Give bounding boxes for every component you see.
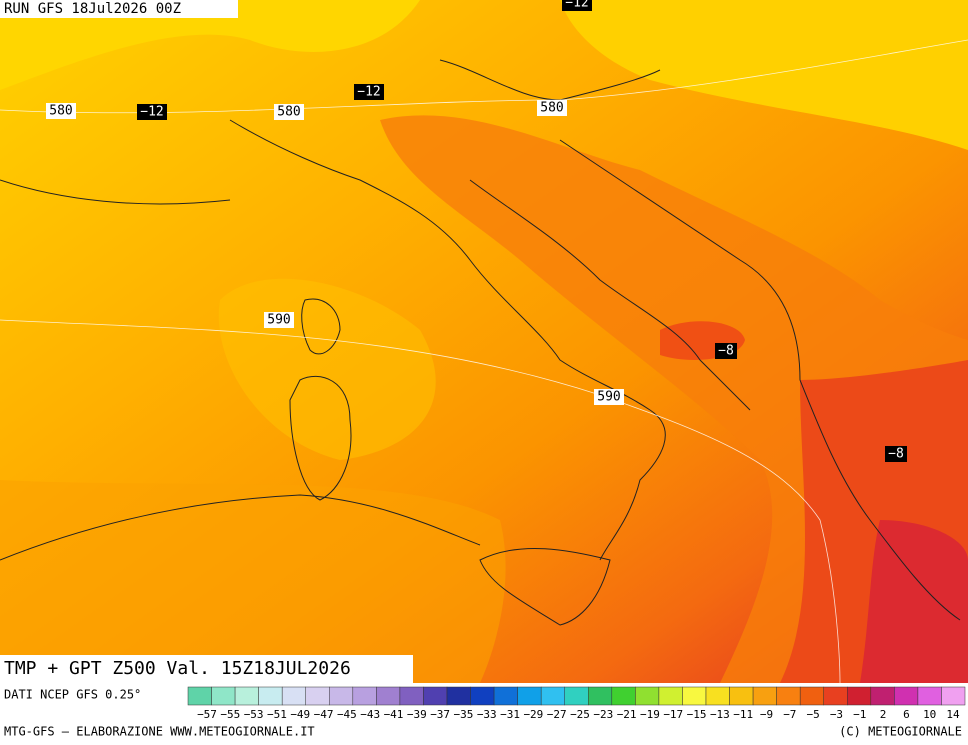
source-label: DATI NCEP GFS 0.25° [4,688,141,702]
color-swatch [493,686,518,706]
color-swatch [517,686,542,706]
colorbar-label: −1 [853,708,866,721]
colorbar-label: 2 [880,708,887,721]
colorbar-label: −9 [760,708,773,721]
contour-label: −12 [565,0,588,11]
contour-label: −8 [718,344,734,359]
contour-label-box [46,103,76,119]
color-swatch [799,686,824,706]
contour-label: 590 [597,390,620,405]
footer-left: MTG-GFS – ELABORAZIONE WWW.METEOGIORNALE… [4,725,315,739]
contour-label: −8 [888,447,904,462]
contour-label-box [354,84,384,100]
color-swatch [423,686,448,706]
colorbar-label: −23 [593,708,613,721]
color-swatch [776,686,801,706]
colorbar-label: −15 [687,708,707,721]
color-swatch [564,686,589,706]
colorbar-label: −25 [570,708,590,721]
colorbar-label: −55 [220,708,240,721]
color-swatch [705,686,730,706]
color-swatch [870,686,895,706]
colorbar: −57 −55 −53 −51 −49 −47 −45 −43 −41 −39 −37 −35 −33−… [187,686,966,721]
contour-label-box [264,312,294,328]
color-swatch [917,686,942,706]
colorbar-label: −21 [617,708,637,721]
color-swatch [894,686,919,706]
contour-label: −12 [140,105,163,120]
coastlines [0,59,961,626]
colorbar-label: −33 [477,708,497,721]
colorbar-label: −3 [830,708,843,721]
color-swatch [729,686,754,706]
contour-label: 580 [49,104,72,119]
contour-label-box [137,104,167,120]
map-title: TMP + GPT Z500 Val. 15Z18JUL2026 [4,658,351,679]
colorbar-label: −35 [454,708,474,721]
contour-label-box [594,389,624,405]
colorbar-label: 6 [903,708,910,721]
color-swatch [823,686,848,706]
contour-label-box [274,104,304,120]
colorbar-label: −49 [290,708,310,721]
color-swatch [941,686,966,706]
colorbar-label: −41 [384,708,404,721]
run-label: RUN GFS 18Jul2026 00Z [4,1,181,17]
colorbar-label: −45 [337,708,357,721]
color-swatch [588,686,613,706]
color-swatch [658,686,683,706]
colorbar-label: −19 [640,708,660,721]
colorbar-label: −27 [547,708,567,721]
color-swatch [305,686,330,706]
color-swatch [752,686,777,706]
color-swatch [446,686,471,706]
color-swatch [187,686,212,706]
run-box [0,0,238,18]
color-swatch [470,686,495,706]
footer-right: (C) METEOGIORNALE [839,725,962,739]
contour-label: 580 [540,101,563,116]
color-swatch [540,686,565,706]
contour-label: 590 [267,313,290,328]
color-swatch [211,686,236,706]
contour-label-box [562,0,592,11]
colorbar-label: −5 [807,708,820,721]
contour-label-box [715,343,737,359]
colorbar-label: −53 [244,708,264,721]
colorbar-label: −47 [314,708,334,721]
title-box [0,655,413,683]
colorbar-label: −29 [523,708,543,721]
colorbar-label: −37 [430,708,450,721]
color-swatch [611,686,636,706]
contour-label: −12 [357,85,380,100]
contour-label-box [537,100,567,116]
color-swatch [234,686,259,706]
map-field [0,0,968,684]
colorbar-label: −39 [407,708,427,721]
color-swatch [682,686,707,706]
colorbar-label: −31 [500,708,520,721]
color-swatch [376,686,401,706]
color-swatch [847,686,872,706]
colorbar-label: 10 [923,708,936,721]
colorbar-label: −51 [267,708,287,721]
colorbar-label: −57 [197,708,217,721]
colorbar-label: −7 [783,708,796,721]
color-swatch [352,686,377,706]
colorbar-label: −13 [710,708,730,721]
color-swatch [258,686,283,706]
color-swatch [329,686,354,706]
contour-label: 580 [277,105,300,120]
colorbar-label: 14 [946,708,960,721]
color-swatch [399,686,424,706]
colorbar-label: −11 [733,708,753,721]
color-swatch [635,686,660,706]
colorbar-label: −17 [663,708,683,721]
colorbar-label: −43 [360,708,380,721]
color-swatch [281,686,306,706]
contour-label-box [885,446,907,462]
